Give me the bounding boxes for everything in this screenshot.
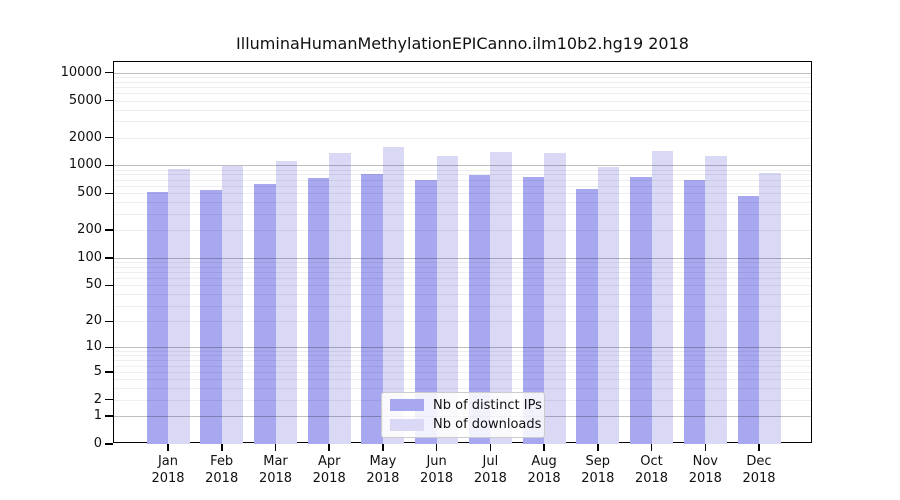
y-tick-mark [105, 398, 113, 401]
bar-downloads-apr [329, 153, 351, 444]
bar-downloads-mar [275, 160, 297, 444]
legend-label-ips: Nb of distinct IPs [433, 397, 542, 413]
bar-downloads-aug [544, 153, 566, 444]
x-tick-mark [489, 444, 492, 451]
x-tick-mark [597, 444, 599, 451]
y-tick-label: 1000 [68, 157, 102, 173]
bar-ips-jun [415, 179, 437, 444]
y-tick-mark [105, 346, 113, 349]
x-tick-mark [650, 444, 653, 451]
y-tick-label: 500 [77, 185, 102, 201]
bar-downloads-nov [705, 155, 727, 444]
y-tick-mark [105, 257, 113, 259]
y-tick-label: 5 [93, 363, 102, 379]
y-tick-mark [105, 415, 113, 417]
y-tick-label: 2000 [68, 129, 102, 145]
y-tick-label: 10000 [60, 64, 102, 80]
x-tick-mark [382, 444, 384, 451]
y-tick-mark [105, 371, 113, 373]
bar-ips-dec [737, 195, 759, 444]
bar-downloads-feb [221, 166, 244, 444]
legend-item-downloads: Nb of downloads [390, 417, 541, 434]
x-tick-mark [328, 444, 330, 451]
x-tick-label: Sep 2018 [581, 454, 615, 486]
bar-ips-jul [468, 175, 491, 444]
x-tick-label: Jul 2018 [473, 454, 507, 486]
x-tick-label: Oct 2018 [634, 454, 669, 486]
x-tick-mark [221, 444, 223, 451]
x-tick-label: Dec 2018 [742, 454, 776, 486]
x-tick-label: Jan 2018 [151, 454, 185, 486]
x-tick-label: Mar 2018 [258, 454, 293, 486]
y-tick-label: 1 [93, 408, 102, 423]
bar-ips-jan [146, 191, 168, 444]
bar-ips-sep [576, 189, 598, 444]
bar-downloads-jul [490, 151, 512, 444]
ips-swatch-icon [390, 399, 424, 412]
x-tick-mark [167, 444, 169, 451]
bar-ips-apr [307, 178, 330, 444]
chart-title: IlluminaHumanMethylationEPICanno.ilm10b2… [236, 34, 689, 53]
bar-downloads-jun [436, 155, 459, 444]
y-tick-label: 20 [85, 313, 102, 329]
y-tick-mark [105, 99, 113, 102]
legend-label-downloads: Nb of downloads [433, 417, 542, 433]
plot-area: 0 1 2 5 10 20 50 100 200 500 1000 2000 5000 10000 Jan… [61, 61, 812, 486]
y-tick-mark [105, 192, 113, 195]
y-tick-label: 200 [77, 222, 102, 238]
y-tick-mark [105, 164, 113, 167]
x-tick-mark [274, 444, 277, 451]
y-tick-label: 50 [85, 277, 102, 293]
y-tick-mark [105, 320, 113, 322]
x-tick-label: Feb 2018 [205, 454, 239, 486]
x-tick-mark [543, 444, 545, 451]
bar-ips-feb [200, 189, 222, 444]
bar-ips-may [361, 173, 383, 444]
y-tick-mark [105, 136, 113, 139]
y-tick-label: 2 [93, 391, 102, 407]
y-tick-label: 5000 [68, 92, 102, 108]
bar-ips-oct [630, 176, 652, 444]
bar-ips-nov [683, 179, 706, 444]
bar-ips-mar [254, 183, 276, 444]
legend-item-distinct-ips: Nb of distinct IPs [390, 397, 542, 414]
x-tick-label: Jun 2018 [420, 454, 454, 486]
y-tick-mark [105, 443, 113, 445]
x-tick-label: Aug 2018 [527, 454, 561, 486]
bar-downloads-dec [759, 173, 781, 444]
x-tick-mark [758, 444, 760, 451]
y-tick-mark [105, 284, 113, 287]
y-tick-label: 10 [85, 339, 102, 355]
y-tick-mark [105, 71, 113, 74]
bar-downloads-may [382, 146, 405, 444]
bar-ips-aug [522, 177, 545, 444]
downloads-swatch-icon [390, 418, 424, 431]
bar-downloads-sep [597, 166, 620, 444]
x-tick-label: Nov 2018 [688, 454, 722, 486]
x-axis-layer: Jan 2018 Feb 2018 Mar 2018 Apr 2018 May 2018 Jun 20… [114, 62, 811, 486]
x-tick-mark [704, 444, 706, 451]
bars-layer [114, 62, 811, 444]
y-axis-layer: 0 1 2 5 10 20 50 100 200 500 1000 2000 5000 10000 [61, 62, 811, 451]
legend: Nb of distinct IPs Nb of downloads [381, 392, 545, 438]
y-tick-mark [105, 229, 113, 231]
bar-downloads-jan [168, 168, 190, 444]
x-tick-label: May 2018 [366, 454, 400, 486]
x-tick-mark [435, 444, 438, 451]
y-tick-label: 0 [93, 436, 102, 451]
x-tick-label: Apr 2018 [312, 454, 346, 486]
bar-downloads-oct [651, 151, 673, 444]
y-tick-label: 100 [77, 249, 102, 265]
